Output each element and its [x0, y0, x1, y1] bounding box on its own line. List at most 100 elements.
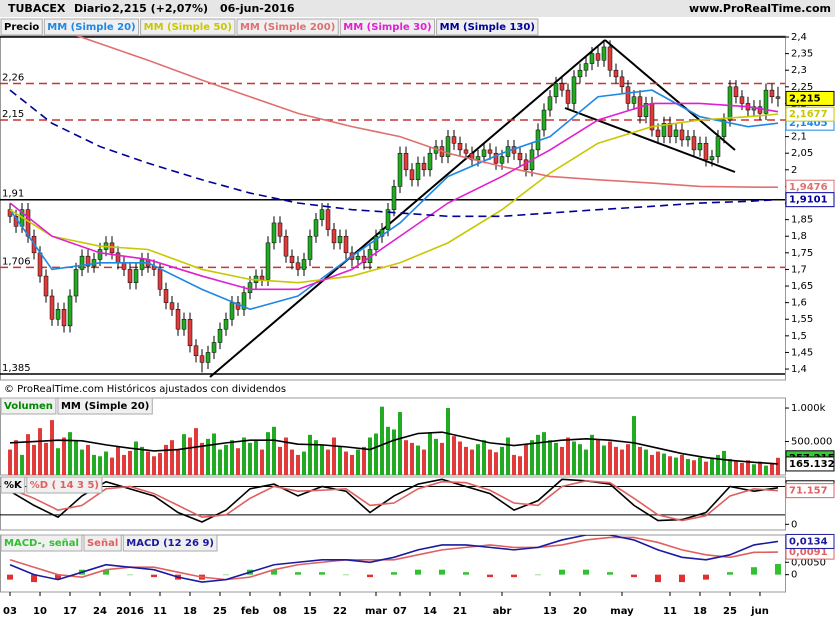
- y-tick-label: 1,65: [791, 281, 813, 292]
- y-tick-label: 1,85: [791, 215, 813, 226]
- volume-bar: [86, 444, 91, 475]
- candle-body: [451, 136, 457, 144]
- candle-body: [547, 96, 553, 111]
- volume-bar: [290, 449, 295, 475]
- y-tick-label: 2,35: [791, 49, 813, 60]
- histogram-bar: [414, 569, 421, 575]
- level-label: 1,91: [2, 189, 24, 200]
- candle-body: [73, 269, 79, 297]
- volume-bar: [20, 454, 25, 475]
- volume-bar: [583, 449, 588, 475]
- x-tick-label: 13: [543, 606, 557, 617]
- volume-bar: [134, 441, 139, 475]
- y-tick-label: 2,3: [791, 65, 807, 76]
- legend-box: [140, 18, 236, 36]
- volume-bar: [374, 433, 379, 475]
- histogram-bar: [343, 574, 350, 576]
- volume-bar: [541, 432, 546, 475]
- volume-bar: [32, 444, 37, 475]
- candle-body: [217, 328, 223, 343]
- volume-bar: [194, 428, 199, 475]
- volume-bar: [218, 449, 223, 475]
- histogram-bar: [31, 574, 38, 583]
- volume-bar: [409, 442, 414, 475]
- volume-bar: [380, 406, 385, 475]
- volume-bar: [673, 457, 678, 475]
- candle-body: [601, 46, 607, 61]
- legend-label: %K: [4, 480, 23, 491]
- volume-bar: [44, 442, 49, 475]
- volume-bar: [481, 440, 486, 475]
- candle-body: [325, 209, 331, 230]
- volume-bar: [38, 428, 43, 475]
- series-line: [9, 102, 779, 291]
- site: www.ProRealTime.com: [689, 2, 831, 15]
- volume-bar: [397, 412, 402, 475]
- value-tag: 1,9101: [789, 195, 828, 206]
- plot-area: [8, 406, 780, 475]
- candle-body: [355, 255, 361, 260]
- volume-bar: [571, 441, 576, 475]
- volume-bar: [158, 452, 163, 475]
- trend-line: [604, 39, 736, 151]
- x-tick-label: 17: [63, 606, 77, 617]
- value-tag: 1,9476: [789, 182, 828, 193]
- volume-bar: [368, 437, 373, 475]
- volume-bar: [661, 453, 666, 475]
- histogram-bar: [534, 574, 541, 576]
- candle-body: [589, 53, 595, 64]
- histogram-bar: [151, 574, 158, 578]
- candle-body: [475, 156, 481, 161]
- volume-bar: [272, 426, 277, 475]
- volume-bar: [745, 460, 750, 475]
- candle-body: [715, 136, 721, 157]
- candle-body: [709, 156, 715, 161]
- legend-box: [0, 18, 43, 36]
- candle-body: [211, 342, 217, 353]
- candle-body: [187, 318, 193, 347]
- histogram-bar: [750, 567, 757, 575]
- trend-line: [209, 39, 606, 378]
- candle-body: [127, 269, 133, 283]
- y-tick-label: 1,4: [791, 364, 807, 375]
- volume-bar: [332, 437, 337, 475]
- volume-bar: [206, 438, 211, 475]
- volume-bar: [775, 457, 780, 475]
- candle-body: [289, 255, 295, 264]
- y-tick-label: 2,05: [791, 148, 813, 159]
- legend-box: [0, 397, 57, 415]
- volume-bar: [182, 434, 187, 475]
- panel-frame: [0, 35, 786, 381]
- candle-body: [229, 302, 235, 320]
- x-tick-label: 18: [693, 606, 707, 617]
- candle-body: [385, 209, 391, 230]
- period: Diario: [74, 2, 112, 15]
- legend-label: MM (Simple 200): [240, 22, 335, 33]
- volume-bar: [709, 458, 714, 475]
- candle-body: [193, 345, 199, 357]
- candle-body: [583, 63, 589, 71]
- candle-body: [565, 89, 571, 104]
- candle-body: [757, 106, 763, 114]
- volume-bar: [487, 449, 492, 475]
- candle-body: [553, 83, 559, 98]
- candle-body: [205, 352, 211, 363]
- x-tick-label: mar: [365, 606, 387, 617]
- volume-bar: [505, 437, 510, 475]
- x-tick-label: abr: [493, 606, 512, 617]
- candle-body: [283, 235, 289, 257]
- series-line: [9, 431, 779, 465]
- candle-body: [181, 318, 187, 330]
- x-tick-label: 07: [393, 606, 407, 617]
- volume-bar: [350, 454, 355, 475]
- y-tick-label: 500.000: [791, 437, 832, 448]
- volume-bar: [727, 458, 732, 475]
- volume-bar: [284, 437, 289, 475]
- volume-bar: [427, 433, 432, 475]
- volume-bar: [296, 454, 301, 475]
- y-tick-label: 1,5: [791, 331, 807, 342]
- legend-box: [436, 18, 539, 36]
- volume-bar: [338, 446, 343, 475]
- candle-body: [139, 259, 145, 270]
- candle-body: [619, 76, 625, 88]
